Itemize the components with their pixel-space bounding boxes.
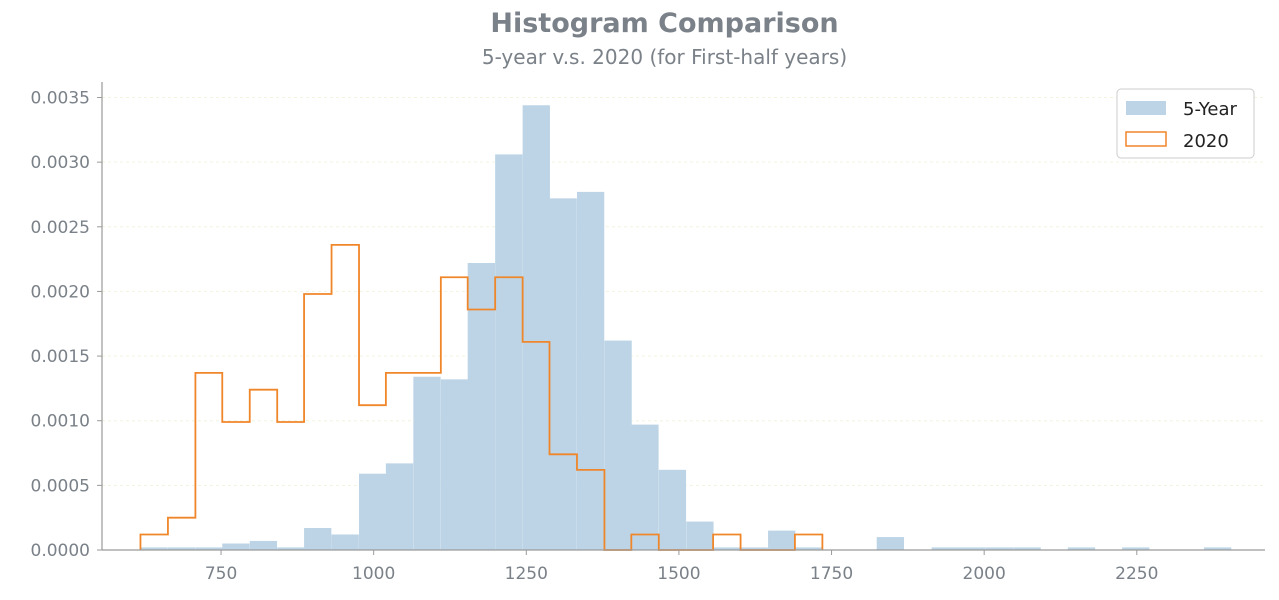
bar-5-year xyxy=(467,262,495,550)
bar-5-year xyxy=(522,105,550,550)
x-tick-label: 1500 xyxy=(657,564,700,584)
bar-5-year xyxy=(413,376,441,550)
bar-5-year xyxy=(440,379,469,550)
bar-5-year xyxy=(686,521,714,550)
bar-5-year xyxy=(1067,547,1096,550)
bar-5-year xyxy=(768,530,796,550)
x-tick-label: 1000 xyxy=(352,564,395,584)
y-tick-label: 0.0015 xyxy=(31,347,90,367)
bar-5-year xyxy=(249,540,278,550)
chart-title: Histogram Comparison xyxy=(490,8,839,39)
y-tick-label: 0.0025 xyxy=(31,218,90,238)
bar-5-year xyxy=(576,191,605,550)
bar-5-year xyxy=(1013,547,1041,550)
y-axis-ticks: 0.0000 0.0005 0.0010 0.0015 0.0020 0.0025 0.00… xyxy=(31,89,102,561)
legend-swatch-2020 xyxy=(1125,131,1167,147)
bar-5-year xyxy=(604,340,632,550)
bar-5-year xyxy=(631,424,659,550)
bar-5-year xyxy=(385,463,414,550)
x-tick-label: 1250 xyxy=(505,564,548,584)
bar-5-year xyxy=(1203,547,1232,550)
bar-5-year xyxy=(794,547,823,550)
bar-5-year xyxy=(359,473,387,550)
y-tick-label: 0.0020 xyxy=(31,282,90,302)
bar-5-year xyxy=(495,154,523,550)
bar-5-year xyxy=(222,543,250,550)
bar-5-year xyxy=(658,469,687,550)
y-tick-label: 0.0030 xyxy=(31,153,90,173)
bar-5-year xyxy=(549,198,577,551)
x-tick-label: 2250 xyxy=(1115,564,1158,584)
x-tick-label: 1750 xyxy=(810,564,853,584)
bar-5-year xyxy=(331,534,359,550)
grid-lines xyxy=(102,97,1265,486)
legend-swatch-5-year xyxy=(1126,101,1166,115)
y-tick-label: 0.0005 xyxy=(31,476,90,496)
bar-5-year xyxy=(876,537,905,550)
bar-5-year xyxy=(931,547,959,550)
y-tick-label: 0.0035 xyxy=(31,89,90,109)
series-5-year-bars xyxy=(140,105,1232,551)
bar-5-year xyxy=(958,547,986,550)
bar-5-year xyxy=(986,547,1014,550)
y-tick-label: 0.0010 xyxy=(31,412,90,432)
bar-5-year xyxy=(167,547,196,550)
chart-subtitle: 5-year v.s. 2020 (for First-half years) xyxy=(481,45,848,69)
bar-5-year xyxy=(195,547,223,550)
bar-5-year xyxy=(277,547,305,550)
bar-5-year xyxy=(1122,547,1150,550)
x-tick-label: 750 xyxy=(205,564,237,584)
x-axis-ticks: 750 1000 1250 1500 1750 2000 2250 xyxy=(205,550,1158,584)
axes xyxy=(101,82,1265,551)
y-tick-label: 0.0000 xyxy=(31,541,90,561)
legend-label-2020: 2020 xyxy=(1183,131,1229,152)
bar-5-year xyxy=(304,528,332,550)
x-tick-label: 2000 xyxy=(963,564,1006,584)
bar-5-year xyxy=(740,547,768,550)
bar-5-year xyxy=(140,547,168,550)
legend: 5-Year 2020 xyxy=(1116,88,1255,159)
bar-5-year xyxy=(713,547,741,550)
legend-label-5-year: 5-Year xyxy=(1183,99,1238,120)
